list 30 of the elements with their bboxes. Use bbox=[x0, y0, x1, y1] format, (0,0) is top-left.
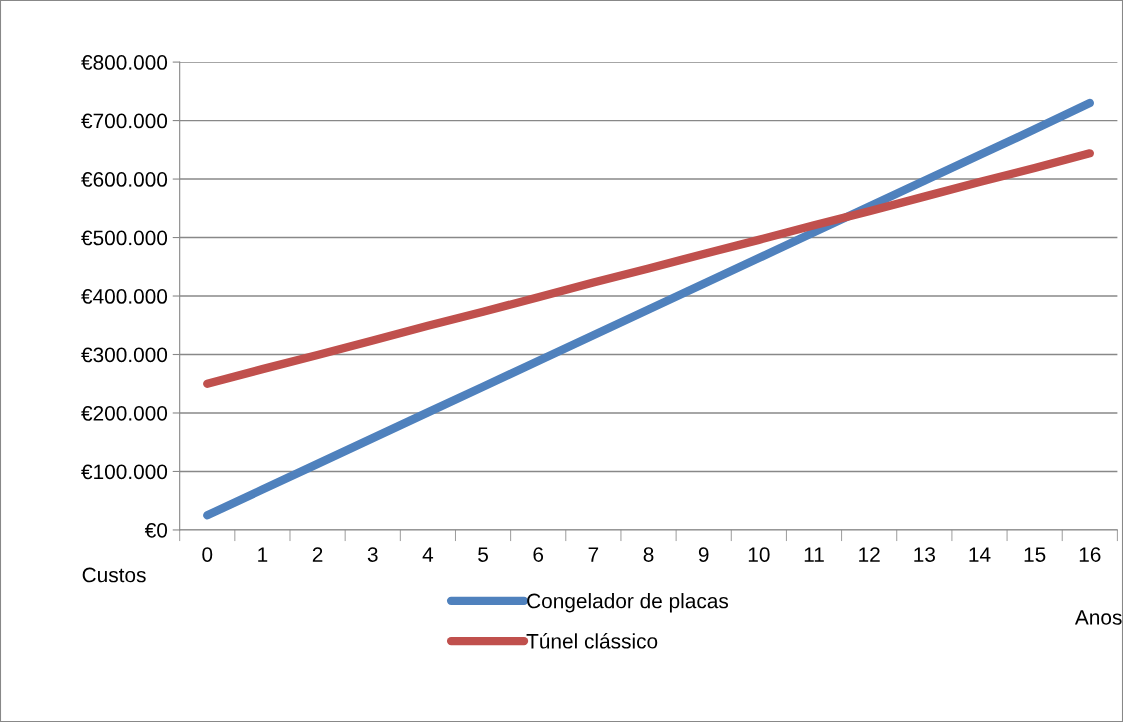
x-tick-label: 0 bbox=[202, 547, 213, 562]
legend-label: Túnel clássico bbox=[526, 633, 658, 649]
x-tick-label: 12 bbox=[859, 547, 880, 562]
y-tick-label: €200.000 bbox=[81, 405, 168, 421]
y-tick-label: €300.000 bbox=[81, 347, 168, 363]
y-tick-label: €800.000 bbox=[81, 55, 168, 70]
y-axis-title: Custos bbox=[82, 567, 146, 583]
x-tick-label: 4 bbox=[422, 547, 434, 562]
y-tick-label: €500.000 bbox=[81, 230, 168, 246]
x-tick-label: 2 bbox=[312, 547, 323, 562]
y-tick-label: €600.000 bbox=[81, 172, 168, 187]
x-tick-label: 16 bbox=[1079, 547, 1101, 562]
x-tick-label: 11 bbox=[804, 547, 824, 562]
x-tick-label: 9 bbox=[698, 547, 709, 562]
x-tick-label: 7 bbox=[588, 547, 599, 562]
x-tick-label: 13 bbox=[914, 547, 935, 562]
x-tick-label: 5 bbox=[478, 547, 488, 562]
y-tick-label: €400.000 bbox=[81, 289, 168, 304]
y-tick-label: €0 bbox=[144, 522, 168, 538]
y-tick-label: €700.000 bbox=[81, 113, 168, 129]
x-tick-label: 3 bbox=[367, 547, 378, 562]
x-tick-label: 14 bbox=[969, 547, 991, 562]
x-tick-label: 10 bbox=[748, 547, 770, 562]
x-tick-label: 15 bbox=[1024, 547, 1046, 562]
y-tick-label: €100.000 bbox=[81, 464, 168, 480]
x-tick-label: 8 bbox=[643, 547, 654, 562]
legend-label: Congelador de placas bbox=[527, 593, 729, 613]
x-axis-title: Anos bbox=[1074, 610, 1122, 625]
x-tick-label: 6 bbox=[533, 547, 544, 562]
x-tick-label: 1 bbox=[258, 547, 268, 562]
